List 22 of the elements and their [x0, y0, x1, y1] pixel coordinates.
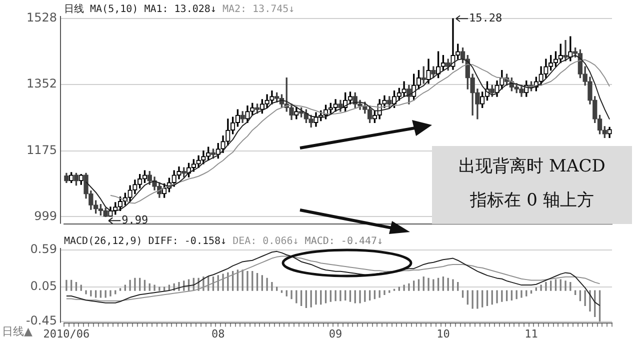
annotation: 9.99	[122, 214, 148, 227]
y-tick-label: 1352	[26, 76, 57, 91]
y-tick-label: 1175	[26, 142, 57, 157]
y-tick-label: 999	[34, 208, 57, 223]
y-tick-label: 1528	[26, 10, 57, 25]
chart-title: 日线 MA(5,10)	[64, 4, 138, 15]
annotation: 出现背离时 MACD 指标在 0 轴上方	[458, 156, 606, 210]
x-tick-label: 11	[524, 327, 538, 340]
y-tick-label: 0.05	[30, 279, 57, 294]
x-tick-label: 2010/06	[43, 327, 90, 340]
text: MA1: 13.028↓	[144, 4, 216, 15]
y-tick-label: 0.59	[30, 242, 57, 256]
x-tick-label: 09	[328, 327, 342, 340]
series-label: DIFF: -0.158↓	[148, 236, 227, 247]
text: MA2: 13.745↓	[222, 4, 295, 15]
annotation: 15.28	[468, 11, 502, 24]
x-tick-label: 08	[212, 327, 225, 340]
text: MACD: -0.447↓	[304, 236, 384, 247]
series-label: DEA: 0.066↓	[232, 236, 299, 247]
candlestick	[563, 40, 568, 62]
chart-title: MACD(26,12,9)	[64, 236, 142, 247]
x-tick-label: 10	[436, 327, 450, 340]
